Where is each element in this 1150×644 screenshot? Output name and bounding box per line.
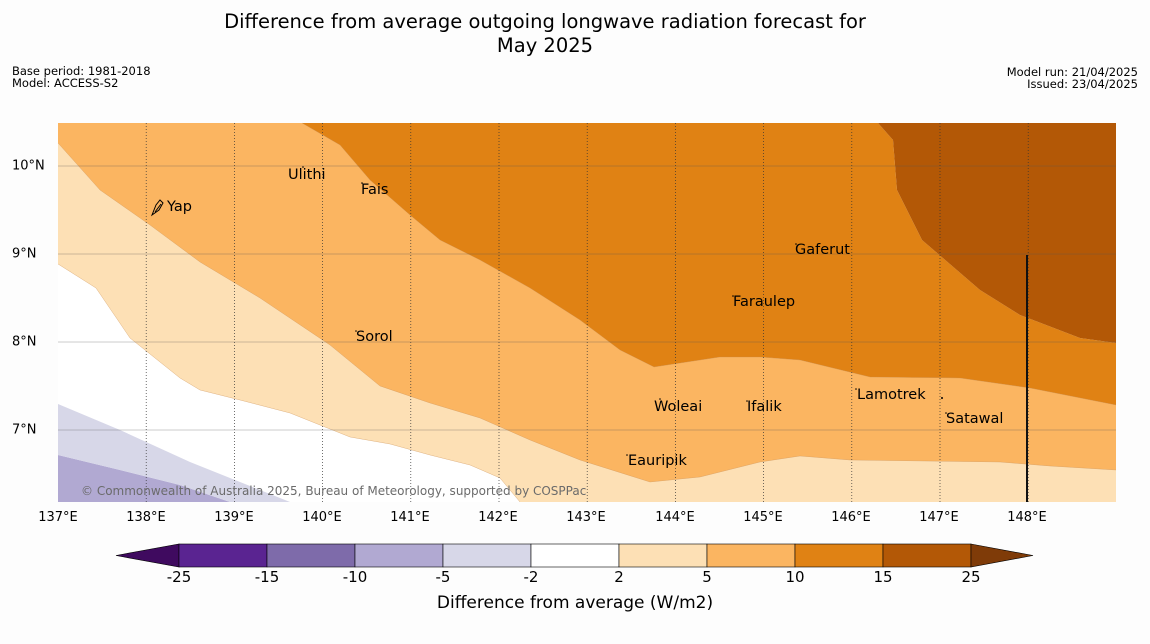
x-tick-label: 147°E xyxy=(919,510,959,525)
place-label-fais: Fais xyxy=(361,182,389,198)
colorbar-tick-label: -2 xyxy=(523,568,539,586)
y-tick-label: 10°N xyxy=(12,158,45,174)
title-line-1: Difference from average outgoing longwav… xyxy=(224,10,866,33)
x-tick-label: 141°E xyxy=(390,510,430,525)
contour-lines xyxy=(57,122,1117,503)
colorbar-arrow-high xyxy=(970,543,1034,568)
colorbar-swatch xyxy=(794,543,884,568)
place-label-sorol: Sorol xyxy=(356,329,393,345)
colorbar-swatch xyxy=(618,543,708,568)
place-label-yap: Yap xyxy=(167,199,192,215)
x-tick-label: 143°E xyxy=(566,510,606,525)
colorbar-title: Difference from average (W/m2) xyxy=(436,593,714,613)
place-label-ifalik: Ifalik xyxy=(747,399,782,415)
place-label-ulithi: Ulithi xyxy=(288,167,326,183)
colorbar xyxy=(115,543,1034,568)
y-tick-label: 9°N xyxy=(12,246,37,262)
x-tick-label: 139°E xyxy=(214,510,254,525)
place-label-gaferut: Gaferut xyxy=(795,242,850,258)
base-period-text: Base period: 1981-2018 xyxy=(12,64,151,78)
map-area xyxy=(57,122,1117,503)
colorbar-tick-label: 10 xyxy=(785,568,805,586)
colorbar-swatch xyxy=(442,543,532,568)
colorbar-swatch xyxy=(354,543,444,568)
meta-right: Model run: 21/04/2025 Issued: 23/04/2025 xyxy=(1007,66,1138,90)
colorbar-swatch xyxy=(530,543,620,568)
colorbar-swatch xyxy=(266,543,356,568)
colorbar-tick-label: -10 xyxy=(342,568,368,586)
atoll-markers xyxy=(302,166,947,456)
colorbar-swatch xyxy=(882,543,972,568)
map-title: Difference from average outgoing longwav… xyxy=(0,10,1150,58)
x-tick-label: 145°E xyxy=(743,510,783,525)
model-text: Model: ACCESS-S2 xyxy=(12,76,119,90)
x-tick-label: 146°E xyxy=(831,510,871,525)
copyright-notice: © Commonwealth of Australia 2025, Bureau… xyxy=(81,484,587,498)
band-neg10-neg5 xyxy=(58,455,230,502)
x-tick-label: 142°E xyxy=(478,510,518,525)
colorbar-tick-label: 5 xyxy=(702,568,712,586)
band-2-5 xyxy=(58,143,1116,502)
x-tick-label: 137°E xyxy=(38,510,78,525)
colorbar-tick-label: -25 xyxy=(166,568,192,586)
x-tick-label: 140°E xyxy=(302,510,342,525)
gridlines xyxy=(58,123,1116,502)
colorbar-tick-label: -5 xyxy=(435,568,451,586)
meta-left: Base period: 1981-2018 Model: ACCESS-S2 xyxy=(12,65,151,89)
colorbar-tick-label: 15 xyxy=(873,568,893,586)
y-tick-label: 8°N xyxy=(12,334,37,350)
band-10-15 xyxy=(302,123,1116,405)
colorbar-tick-label: -15 xyxy=(254,568,280,586)
place-label-eauripik: Eauripik xyxy=(628,453,687,469)
x-tick-label: 138°E xyxy=(126,510,166,525)
place-label-satawal: Satawal xyxy=(946,411,1004,427)
place-label-woleai: Woleai xyxy=(654,399,703,415)
y-tick-label: 7°N xyxy=(12,422,37,438)
colorbar-arrow-low xyxy=(115,543,180,568)
colorbar-swatch xyxy=(706,543,796,568)
band-15-25 xyxy=(878,123,1116,343)
colorbar-swatch xyxy=(178,543,268,568)
band-5-10 xyxy=(58,123,1116,482)
yap-island-icon xyxy=(150,199,164,217)
x-tick-label: 148°E xyxy=(1007,510,1047,525)
title-line-2: May 2025 xyxy=(496,34,594,57)
x-tick-label: 144°E xyxy=(655,510,695,525)
place-label-faraulep: Faraulep xyxy=(733,294,796,310)
issued-text: Issued: 23/04/2025 xyxy=(1027,77,1138,91)
place-label-lamotrek: Lamotrek xyxy=(857,387,926,403)
band-neg5-neg2 xyxy=(58,404,290,502)
model-run-text: Model run: 21/04/2025 xyxy=(1006,65,1138,79)
colorbar-tick-label: 25 xyxy=(961,568,981,586)
colorbar-tick-label: 2 xyxy=(614,568,624,586)
